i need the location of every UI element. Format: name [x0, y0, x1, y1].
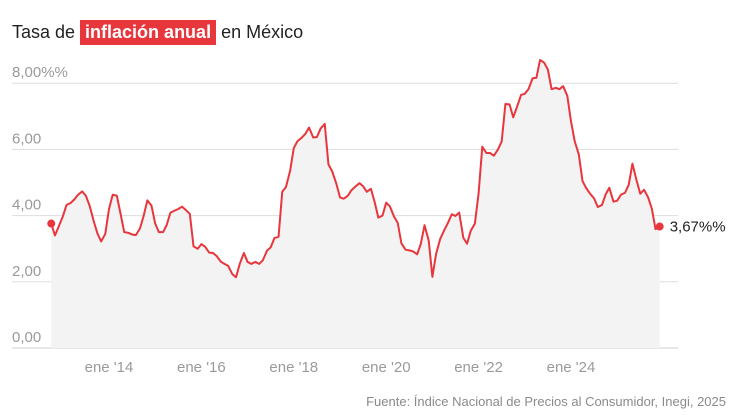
inflation-line — [50, 59, 661, 279]
x-tick-label: ene '16 — [177, 359, 226, 376]
title-prefix: Tasa de — [12, 21, 76, 42]
start-point-marker — [47, 219, 56, 228]
x-tick-label: ene '14 — [85, 359, 134, 376]
y-tick-label: 6,00 — [12, 130, 41, 147]
y-tick-label: 2,00 — [12, 263, 41, 280]
x-tick-label: ene '22 — [454, 359, 503, 376]
title-highlight: inflación anual — [80, 19, 217, 45]
title-suffix: en México — [221, 21, 304, 42]
y-tick-label: 0,00 — [12, 329, 41, 346]
end-point-marker — [655, 222, 664, 231]
x-tick-label: ene '18 — [269, 359, 318, 376]
y-tick-label: 4,00 — [12, 197, 41, 214]
chart-title: Tasa de inflación anual en México — [12, 19, 303, 45]
x-tick-label: ene '20 — [362, 359, 411, 376]
source-note: Fuente: Índice Nacional de Precios al Co… — [366, 394, 726, 409]
area-under-line — [51, 60, 660, 348]
y-tick-label: 8,00%% — [12, 64, 68, 81]
markers: 3,67%% — [47, 219, 726, 236]
x-axis: ene '14 ene '16 ene '18 ene '20 ene '22 ene '… — [85, 359, 596, 376]
area-fill — [51, 60, 660, 348]
inflation-series — [50, 59, 661, 279]
x-tick-label: ene '24 — [547, 359, 596, 376]
last-value-label: 3,67%% — [670, 219, 726, 236]
